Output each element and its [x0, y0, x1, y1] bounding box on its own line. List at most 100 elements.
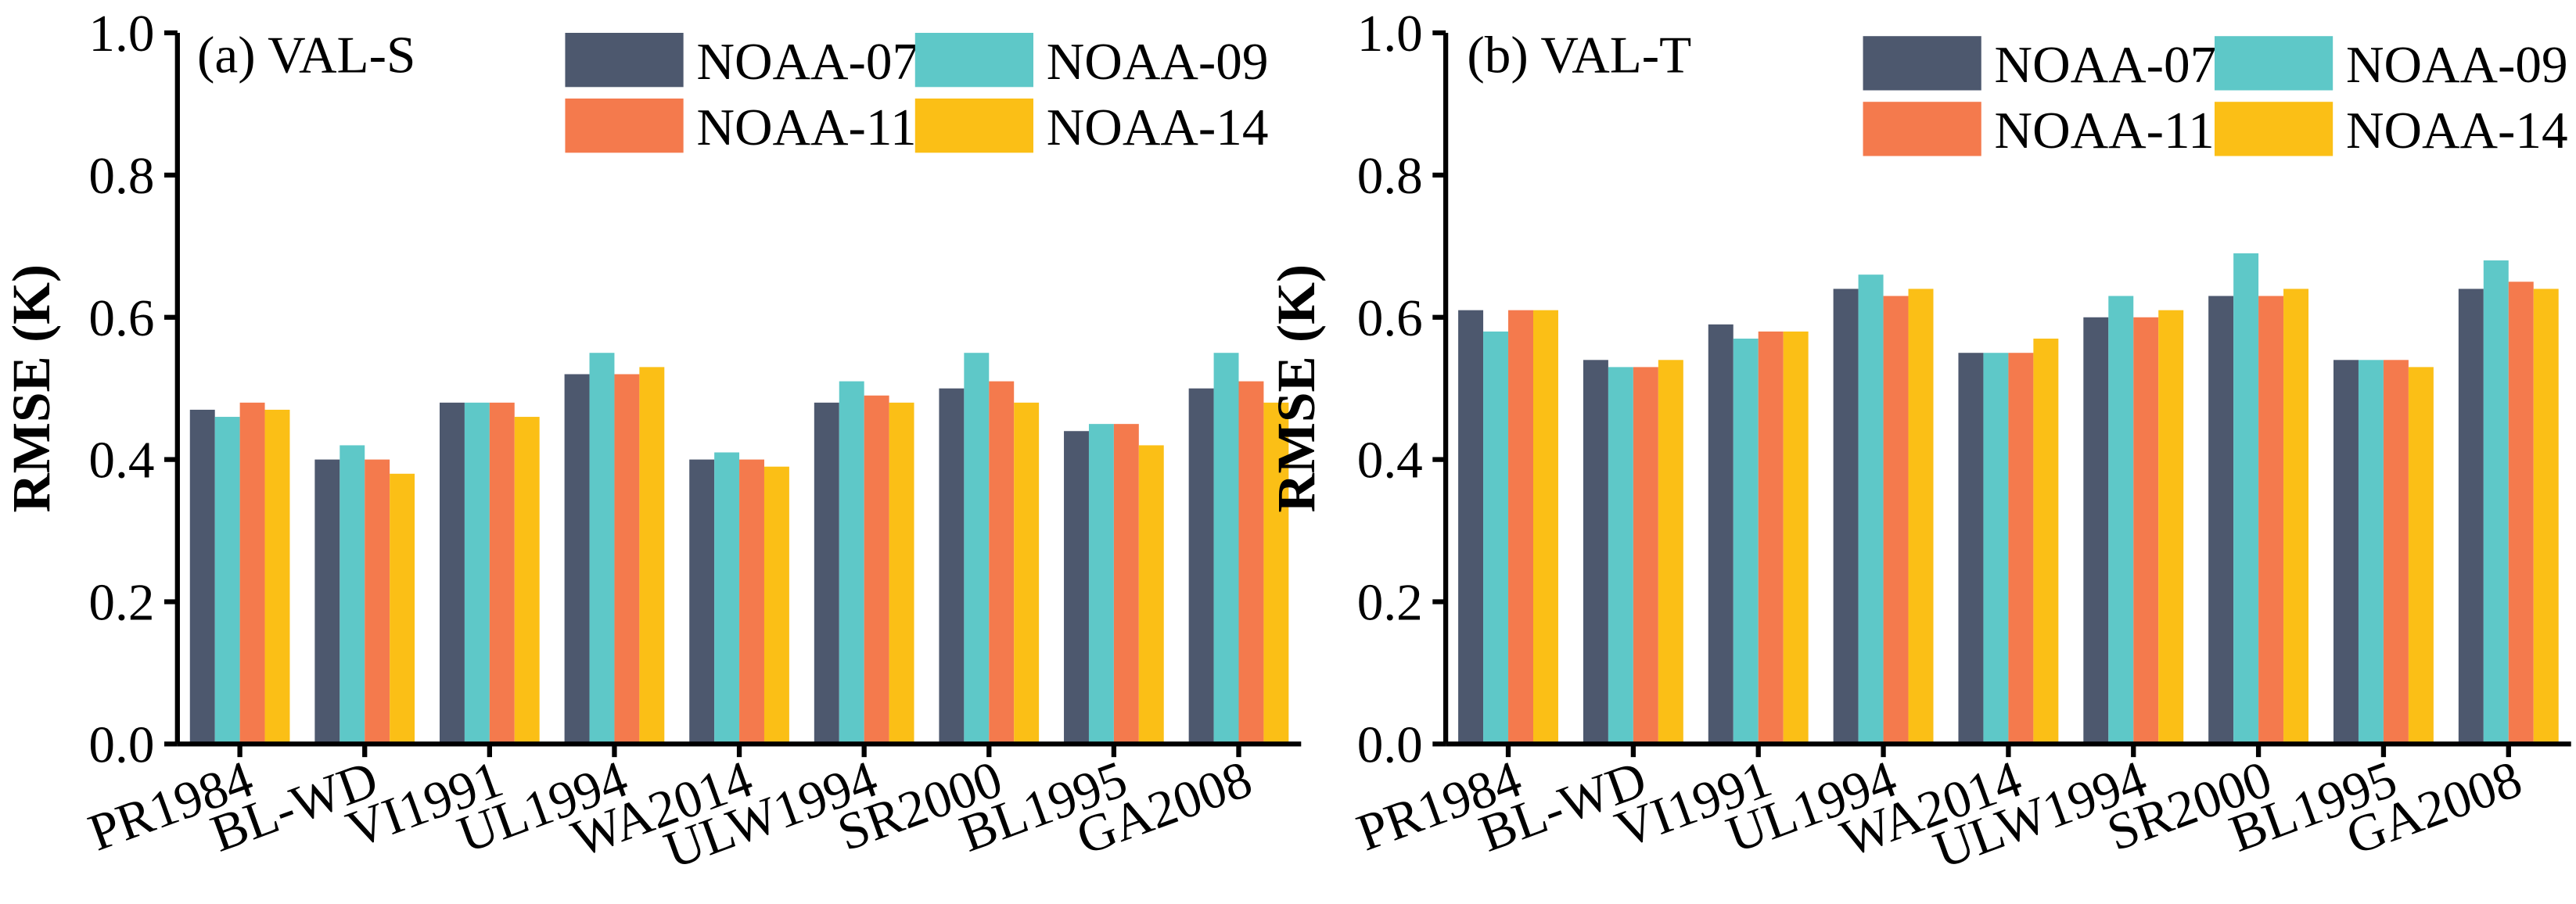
- bar-noaa-09-bl1995: [2358, 360, 2384, 744]
- bar-noaa-07-bl1995: [2333, 360, 2359, 744]
- y-tick-label: 0.8: [88, 146, 154, 205]
- bar-noaa-14-vi1991: [1783, 331, 1809, 744]
- bar-noaa-09-bl-wd: [1608, 367, 1633, 744]
- bar-noaa-11-pr1984: [239, 402, 265, 744]
- legend-label-noaa-11: NOAA-11: [696, 98, 916, 156]
- bar-noaa-07-bl-wd: [1583, 360, 1608, 744]
- chart-panel-b: 0.00.20.40.60.81.0PR1984BL-WDVI1991UL199…: [1266, 4, 2571, 880]
- y-tick-label: 0.8: [1357, 146, 1423, 205]
- bar-noaa-11-bl-wd: [1633, 367, 1658, 744]
- legend-swatch-noaa-09: [914, 33, 1033, 88]
- bar-noaa-07-ga2008: [1188, 388, 1214, 744]
- bar-noaa-14-bl-wd: [1658, 360, 1683, 744]
- bar-noaa-09-ga2008: [1213, 353, 1239, 744]
- bar-noaa-11-ul1994: [1883, 296, 1909, 744]
- bar-noaa-11-bl-wd: [365, 459, 390, 744]
- chart-panel-a: 0.00.20.40.60.81.0PR1984BL-WDVI1991UL199…: [1, 4, 1302, 880]
- bar-noaa-14-pr1984: [1533, 310, 1558, 744]
- bar-noaa-11-ulw1994: [2133, 317, 2159, 744]
- bar-noaa-14-vi1991: [514, 417, 540, 744]
- bar-noaa-11-ga2008: [2508, 282, 2534, 744]
- y-tick-label: 1.0: [1357, 4, 1423, 63]
- bar-noaa-14-sr2000: [1014, 402, 1040, 744]
- bar-noaa-14-wa2014: [763, 466, 789, 744]
- legend-swatch-noaa-11: [565, 99, 684, 153]
- bar-noaa-11-vi1991: [489, 402, 515, 744]
- bar-noaa-09-bl-wd: [340, 445, 365, 744]
- bar-noaa-14-sr2000: [2283, 289, 2309, 744]
- bar-noaa-09-ul1994: [589, 353, 615, 744]
- bar-noaa-07-sr2000: [939, 388, 965, 744]
- panel-title: (b) VAL-T: [1467, 25, 1691, 84]
- bar-noaa-07-wa2014: [689, 459, 715, 744]
- bar-noaa-11-ga2008: [1238, 381, 1264, 744]
- bar-noaa-14-pr1984: [264, 409, 290, 744]
- y-tick-label: 0.0: [1357, 715, 1423, 773]
- bar-noaa-09-vi1991: [1733, 339, 1759, 744]
- legend-label-noaa-11: NOAA-11: [1995, 101, 2215, 160]
- bar-noaa-14-ul1994: [1908, 289, 1934, 744]
- bar-noaa-09-bl1995: [1088, 424, 1114, 744]
- y-tick-label: 0.2: [88, 573, 154, 632]
- legend-label-noaa-09: NOAA-09: [1047, 32, 1269, 91]
- bar-noaa-09-sr2000: [2233, 253, 2259, 744]
- bar-noaa-09-sr2000: [964, 353, 990, 744]
- bar-noaa-11-sr2000: [2258, 296, 2284, 744]
- bar-noaa-07-ulw1994: [2083, 317, 2109, 744]
- legend-label-noaa-07: NOAA-07: [696, 32, 918, 91]
- bar-noaa-14-ulw1994: [889, 402, 914, 744]
- bar-noaa-07-wa2014: [1958, 353, 1984, 744]
- bar-noaa-14-bl1995: [2408, 367, 2434, 744]
- bar-noaa-09-ul1994: [1858, 274, 1884, 744]
- bar-noaa-11-wa2014: [739, 459, 764, 744]
- bar-noaa-11-ulw1994: [864, 395, 889, 744]
- bar-noaa-14-ga2008: [1263, 402, 1289, 744]
- bar-noaa-11-sr2000: [989, 381, 1015, 744]
- panel-title: (a) VAL-S: [197, 25, 415, 84]
- bar-noaa-14-wa2014: [2033, 339, 2059, 744]
- bar-noaa-14-bl-wd: [390, 473, 415, 744]
- bar-noaa-09-ulw1994: [2108, 296, 2134, 744]
- y-tick-label: 1.0: [88, 4, 154, 63]
- bar-noaa-11-vi1991: [1758, 331, 1784, 744]
- bar-noaa-07-ul1994: [1833, 289, 1859, 744]
- bar-noaa-07-ga2008: [2458, 289, 2484, 744]
- y-axis-title: RMSE (K): [1266, 264, 1326, 513]
- bar-noaa-07-bl1995: [1064, 431, 1089, 744]
- bar-noaa-14-ulw1994: [2158, 310, 2184, 744]
- legend-swatch-noaa-09: [2214, 36, 2333, 91]
- bar-noaa-07-bl-wd: [314, 459, 340, 744]
- bar-noaa-11-pr1984: [1508, 310, 1534, 744]
- bar-noaa-14-bl1995: [1138, 445, 1164, 744]
- bar-noaa-07-vi1991: [439, 402, 465, 744]
- bar-noaa-07-ul1994: [564, 374, 590, 744]
- bar-noaa-11-bl1995: [2383, 360, 2409, 744]
- legend-swatch-noaa-07: [565, 33, 684, 88]
- bar-noaa-14-ul1994: [639, 367, 665, 744]
- legend-swatch-noaa-07: [1863, 36, 1981, 91]
- bar-noaa-07-ulw1994: [814, 402, 839, 744]
- y-tick-label: 0.0: [88, 715, 154, 773]
- bar-noaa-09-pr1984: [214, 417, 240, 744]
- legend-label-noaa-07: NOAA-07: [1995, 35, 2217, 94]
- y-tick-label: 0.4: [88, 431, 154, 490]
- bar-noaa-07-pr1984: [1458, 310, 1484, 744]
- bar-noaa-09-vi1991: [464, 402, 490, 744]
- bar-noaa-07-vi1991: [1708, 324, 1734, 744]
- y-axis-title: RMSE (K): [1, 264, 61, 513]
- legend-label-noaa-14: NOAA-14: [2346, 101, 2568, 160]
- bar-noaa-09-wa2014: [714, 452, 740, 744]
- y-tick-label: 0.6: [88, 289, 154, 347]
- bar-noaa-11-wa2014: [2008, 353, 2034, 744]
- y-tick-label: 0.6: [1357, 289, 1423, 347]
- legend-label-noaa-09: NOAA-09: [2346, 35, 2568, 94]
- bar-noaa-07-pr1984: [189, 409, 215, 744]
- bar-noaa-14-ga2008: [2533, 289, 2559, 744]
- bar-noaa-09-pr1984: [1483, 331, 1509, 744]
- bar-noaa-09-wa2014: [1983, 353, 2009, 744]
- legend-swatch-noaa-11: [1863, 102, 1981, 156]
- bar-noaa-11-bl1995: [1113, 424, 1139, 744]
- bar-noaa-07-sr2000: [2208, 296, 2234, 744]
- y-tick-label: 0.2: [1357, 573, 1423, 632]
